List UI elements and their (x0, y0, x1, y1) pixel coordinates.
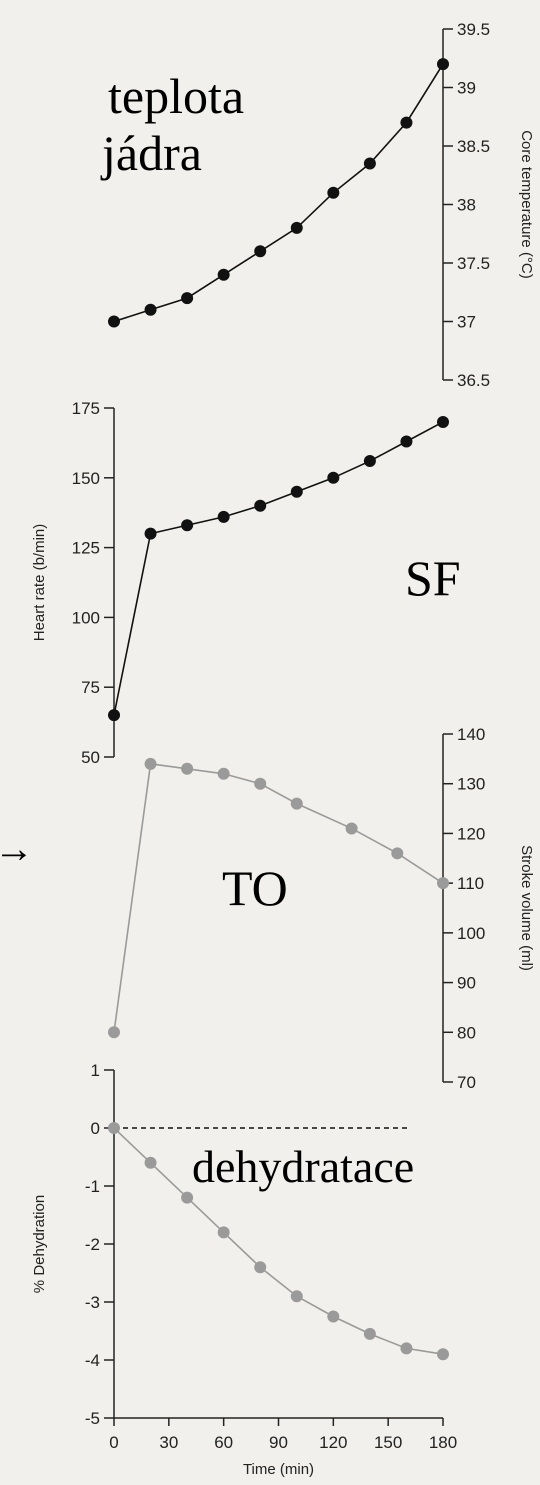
core-temperature-point (108, 315, 120, 328)
core-temperature-point (254, 245, 267, 258)
stroke-volume-y-tick-label: 90 (457, 974, 476, 993)
dehydration-y-axis-title: % Dehydration (31, 1195, 48, 1293)
dehydration-panel: -5 -4 -3 -2 -1 0 1 % Dehydration 0 30 60 90 120 150 18… (31, 1061, 457, 1478)
heart-rate-y-tick-label: 125 (72, 539, 100, 558)
core-temperature-point (400, 116, 413, 129)
dehydration-point (363, 1327, 376, 1340)
heart-rate-point (327, 471, 340, 484)
dehydration-x-tick-label: 150 (374, 1433, 402, 1452)
heart-rate-point (290, 485, 303, 498)
core-temperature-point (181, 292, 194, 305)
dehydration-y-tick-label: 0 (91, 1119, 100, 1138)
core-temperature-panel: 36.5 37 37.5 38 38.5 39 39.5 Core temperature (… (108, 20, 535, 390)
dehydration-y-tick-label: 1 (91, 1061, 100, 1080)
dehydration-y-tick-label: -4 (85, 1351, 100, 1370)
heart-rate-y-tick-label: 175 (72, 399, 100, 418)
core-temperature-y-axis-title: Core temperature (°C) (518, 130, 535, 279)
stroke-volume-point (290, 797, 303, 810)
dehydration-x-axis-title: Time (min) (243, 1461, 314, 1478)
core-temperature-y-tick-label: 37.5 (457, 254, 490, 273)
dehydration-point (217, 1226, 230, 1239)
stroke-volume-point (217, 767, 230, 780)
core-temperature-y-tick-label: 38 (457, 196, 476, 215)
dehydration-x-tick-label: 90 (269, 1433, 288, 1452)
stroke-volume-y-tick-label: 130 (457, 775, 485, 794)
core-temperature-y-tick-label: 36.5 (457, 371, 490, 390)
dehydration-point (437, 1348, 449, 1361)
stroke-volume-panel: 70 80 90 100 110 120 130 140 Stroke volume (ml) (108, 725, 535, 1092)
heart-rate-y-tick-label: 100 (72, 608, 100, 627)
stroke-volume-y-tick-label: 80 (457, 1023, 476, 1042)
dehydration-y-tick-label: -5 (85, 1409, 100, 1428)
heart-rate-point (108, 709, 120, 722)
arrow-annotation: → (0, 826, 34, 871)
stroke-volume-y-tick-label: 100 (457, 924, 485, 943)
heart-rate-point (181, 519, 194, 532)
stroke-volume-y-tick-label: 140 (457, 725, 485, 744)
core-temperature-point (290, 221, 303, 234)
core-temperature-y-tick-label: 38.5 (457, 137, 490, 156)
stroke-volume-y-tick-label: 120 (457, 824, 485, 843)
stroke-volume-y-tick-label: 110 (457, 874, 484, 893)
dehydration-point (181, 1191, 194, 1204)
heart-rate-panel: 50 75 100 125 150 175 Heart rate (b/min) (31, 399, 449, 767)
dehydration-x-tick-label: 0 (109, 1433, 118, 1452)
core-temperature-point (363, 157, 376, 170)
stroke-volume-y-axis-title: Stroke volume (ml) (518, 845, 535, 971)
dehydration-y-tick-label: -1 (85, 1177, 100, 1196)
heart-rate-point (217, 510, 230, 523)
heart-rate-y-tick-label: 50 (81, 748, 100, 767)
dehydration-y-tick-label: -3 (85, 1293, 100, 1312)
dehydration-point (144, 1156, 157, 1169)
core-temperature-series-line (113, 63, 444, 323)
dehydration-series-line (113, 1127, 444, 1355)
dehydration-annotation: dehydratace (192, 1141, 414, 1192)
dehydration-point (327, 1310, 340, 1323)
dehydration-point (290, 1290, 303, 1303)
core-temperature-y-tick-label: 39 (457, 79, 476, 98)
dehydration-x-tick-label: 180 (429, 1433, 457, 1452)
core-temperature-annotation-line1: teplota (108, 68, 244, 124)
core-temperature-y-tick-label: 39.5 (457, 20, 490, 39)
heart-rate-point (437, 415, 449, 428)
core-temperature-y-tick-label: 37 (457, 313, 476, 332)
heart-rate-annotation: SF (405, 550, 461, 606)
dehydration-point (254, 1261, 267, 1274)
heart-rate-point (144, 527, 157, 540)
heart-rate-series-line (113, 421, 444, 716)
heart-rate-y-tick-label: 75 (81, 678, 100, 697)
core-temperature-point (144, 303, 157, 316)
stroke-volume-y-tick-label: 70 (457, 1073, 476, 1092)
core-temperature-annotation-line2: jádra (100, 125, 202, 181)
stroke-volume-point (144, 757, 157, 770)
stroke-volume-point (345, 822, 358, 835)
stroke-volume-annotation: TO (222, 860, 288, 916)
stroke-volume-point (108, 1026, 120, 1039)
dehydration-x-tick-label: 60 (214, 1433, 233, 1452)
stroke-volume-point (437, 877, 449, 890)
heart-rate-y-axis-title: Heart rate (b/min) (31, 524, 48, 642)
stroke-volume-point (254, 777, 267, 790)
heart-rate-point (254, 499, 267, 512)
heart-rate-point (400, 435, 413, 448)
stroke-volume-point (181, 762, 194, 775)
dehydration-point (400, 1342, 413, 1355)
heart-rate-point (363, 455, 376, 468)
dehydration-point (108, 1122, 120, 1134)
heart-rate-y-tick-label: 150 (72, 469, 100, 488)
dehydration-y-tick-label: -2 (85, 1235, 100, 1254)
core-temperature-point (217, 268, 230, 281)
core-temperature-point (327, 186, 340, 199)
dehydration-x-tick-label: 120 (319, 1433, 347, 1452)
core-temperature-point (437, 58, 449, 71)
dehydration-x-tick-label: 30 (159, 1433, 178, 1452)
stroke-volume-point (391, 847, 404, 860)
